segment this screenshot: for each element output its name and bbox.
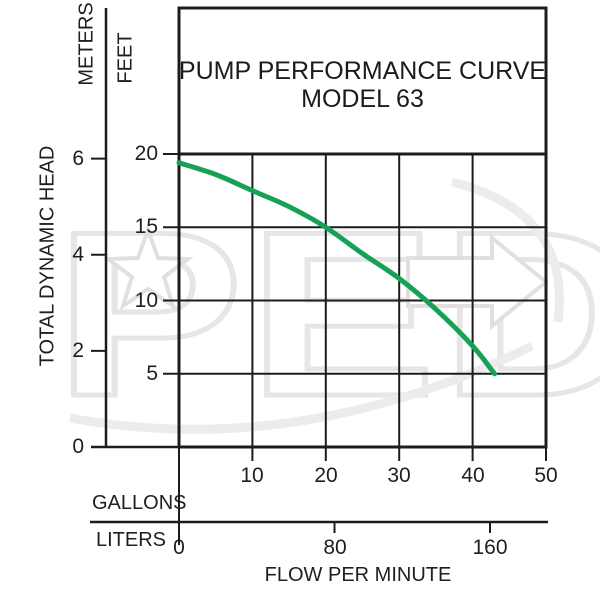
- chart-title-box: PUMP PERFORMANCE CURVE MODEL 63: [179, 8, 546, 154]
- meters-tick-label: 4: [72, 243, 84, 266]
- feet-tick-label: 5: [146, 362, 158, 385]
- liters-tick-label: 80: [323, 536, 347, 559]
- arrow-right-icon: [406, 233, 550, 331]
- feet-tick-label: 15: [134, 215, 158, 238]
- watermark-swoosh-top: [450, 177, 564, 323]
- chart-subtitle: MODEL 63: [301, 85, 424, 113]
- liters-tick-label: 0: [173, 536, 185, 559]
- chart-title: PUMP PERFORMANCE CURVE: [178, 57, 547, 85]
- gallons-tick-label: 20: [314, 464, 338, 487]
- feet-tick-label: 10: [134, 289, 158, 312]
- y-axis-unit-meters: METERS: [75, 2, 98, 86]
- meters-tick-label: 2: [72, 339, 84, 362]
- plot-border: [177, 152, 548, 449]
- y-axis-unit-feet: FEET: [114, 32, 137, 84]
- gallons-tick-label: 40: [461, 464, 485, 487]
- liters-tick-label: 160: [472, 536, 508, 559]
- x-axis-unit-liters: LITERS: [96, 529, 167, 551]
- meters-tick-label: 6: [72, 147, 84, 170]
- gallons-tick-label: 10: [240, 464, 264, 487]
- feet-tick-label: 20: [134, 142, 158, 165]
- x-axis-title: FLOW PER MINUTE: [264, 564, 452, 586]
- gallons-tick-label: 30: [387, 464, 411, 487]
- performance-curve: [176, 160, 498, 377]
- meters-tick-label: 0: [72, 435, 84, 458]
- x-axis-unit-gallons: GALLONS: [92, 492, 187, 514]
- gallons-tick-label: 50: [534, 464, 558, 487]
